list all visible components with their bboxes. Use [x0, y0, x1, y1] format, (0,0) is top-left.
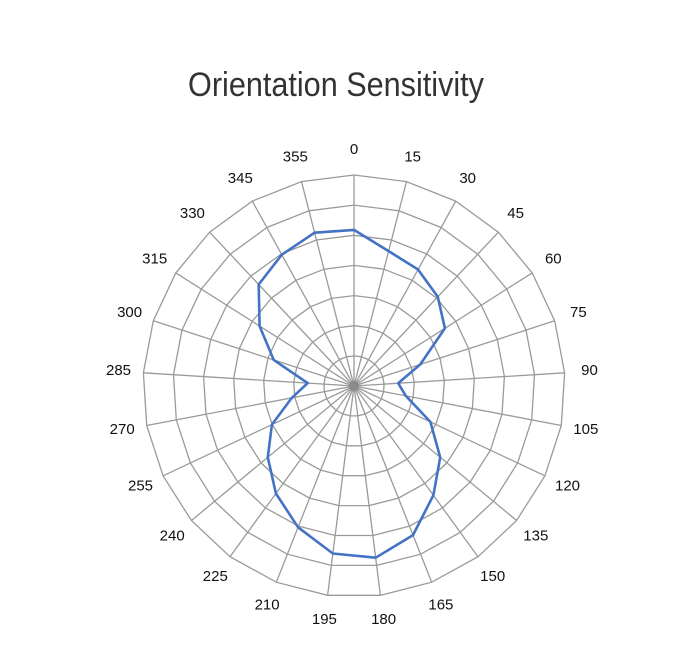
grid-spoke: [162, 385, 355, 477]
data-point: [332, 552, 334, 555]
angle-tick-label: 90: [581, 362, 598, 379]
grid-spoke: [353, 320, 555, 387]
center-hub: [349, 381, 359, 391]
grid-spoke: [353, 385, 433, 583]
grid-spoke: [143, 372, 355, 387]
grid-ring: [202, 234, 506, 537]
angle-tick-label: 75: [570, 304, 587, 321]
grid-spoke: [300, 181, 355, 387]
data-point: [258, 325, 261, 327]
data-point: [275, 492, 277, 495]
grid-spoke: [353, 385, 518, 522]
data-point: [387, 250, 390, 252]
angle-tick-label: 330: [180, 205, 205, 222]
grid-spoke: [353, 231, 499, 387]
angle-tick-label: 135: [523, 527, 548, 544]
angle-tick-label: 270: [110, 421, 135, 438]
angle-tick-label: 60: [545, 250, 562, 267]
angle-tick-label: 225: [203, 568, 228, 585]
angle-tick-label: 0: [350, 141, 358, 158]
grid-ring: [263, 294, 445, 477]
series-layer: [257, 228, 447, 560]
angle-tick-labels: 0 15 30 45 60 75 90 105 120 135 150 165 180 195 210 225…: [106, 141, 598, 628]
data-point: [444, 327, 446, 330]
angle-tick-label: 45: [507, 205, 524, 222]
grid-spoke: [353, 200, 457, 387]
chart-title: Orientation Sensitivity: [188, 66, 484, 104]
grid-spoke: [353, 385, 562, 427]
data-point: [405, 395, 407, 397]
grid-spoke: [326, 385, 355, 596]
angle-tick-label: 300: [117, 304, 142, 321]
data-point: [306, 382, 309, 384]
data-point: [417, 268, 419, 271]
data-point: [271, 423, 273, 426]
grid-spoke: [209, 231, 355, 387]
grid-spoke: [353, 385, 546, 477]
angle-tick-label: 315: [142, 250, 167, 267]
grid-spoke: [146, 385, 355, 427]
data-point: [437, 296, 439, 298]
grid-spoke: [153, 320, 355, 387]
data-point: [267, 456, 269, 459]
angle-tick-label: 105: [573, 421, 598, 438]
angle-tick-label: 345: [228, 170, 253, 187]
radar-grid: [142, 174, 566, 596]
data-point: [429, 421, 432, 423]
angle-tick-label: 30: [459, 170, 476, 187]
data-point: [353, 229, 355, 231]
grid-spoke: [175, 272, 355, 387]
data-point: [432, 494, 435, 497]
grid-spoke: [275, 385, 355, 583]
grid-ring: [323, 355, 385, 417]
grid-spoke: [353, 372, 565, 387]
grid-ring: [233, 264, 475, 507]
angle-tick-label: 180: [371, 611, 396, 628]
grid-ring: [142, 174, 566, 596]
grid-ring: [293, 325, 415, 447]
grid-spoke: [229, 385, 355, 558]
angle-tick-label: 195: [312, 611, 337, 628]
data-point: [272, 359, 275, 361]
grid-spoke: [353, 385, 382, 596]
angle-tick-label: 255: [128, 477, 153, 494]
data-point: [439, 456, 442, 459]
angle-tick-label: 150: [480, 568, 505, 585]
data-point: [374, 556, 377, 559]
series-line: [257, 228, 447, 560]
angle-tick-label: 240: [160, 527, 185, 544]
data-point: [281, 253, 283, 256]
data-point: [412, 534, 414, 536]
grid-spoke: [353, 181, 408, 387]
angle-tick-label: 15: [404, 148, 421, 165]
data-point: [419, 363, 422, 366]
angle-tick-label: 355: [283, 148, 308, 165]
grid-spoke: [251, 200, 355, 387]
data-point: [257, 283, 260, 286]
angle-tick-label: 120: [555, 477, 580, 494]
grid-spoke: [190, 385, 355, 522]
grid-ring: [172, 204, 536, 567]
data-point: [297, 526, 299, 529]
angle-tick-label: 210: [255, 596, 280, 613]
data-point: [313, 231, 316, 234]
angle-tick-label: 285: [106, 362, 131, 379]
grid-spoke: [353, 385, 479, 558]
data-point: [291, 397, 293, 399]
angle-tick-label: 165: [428, 596, 453, 613]
data-point: [397, 382, 400, 385]
